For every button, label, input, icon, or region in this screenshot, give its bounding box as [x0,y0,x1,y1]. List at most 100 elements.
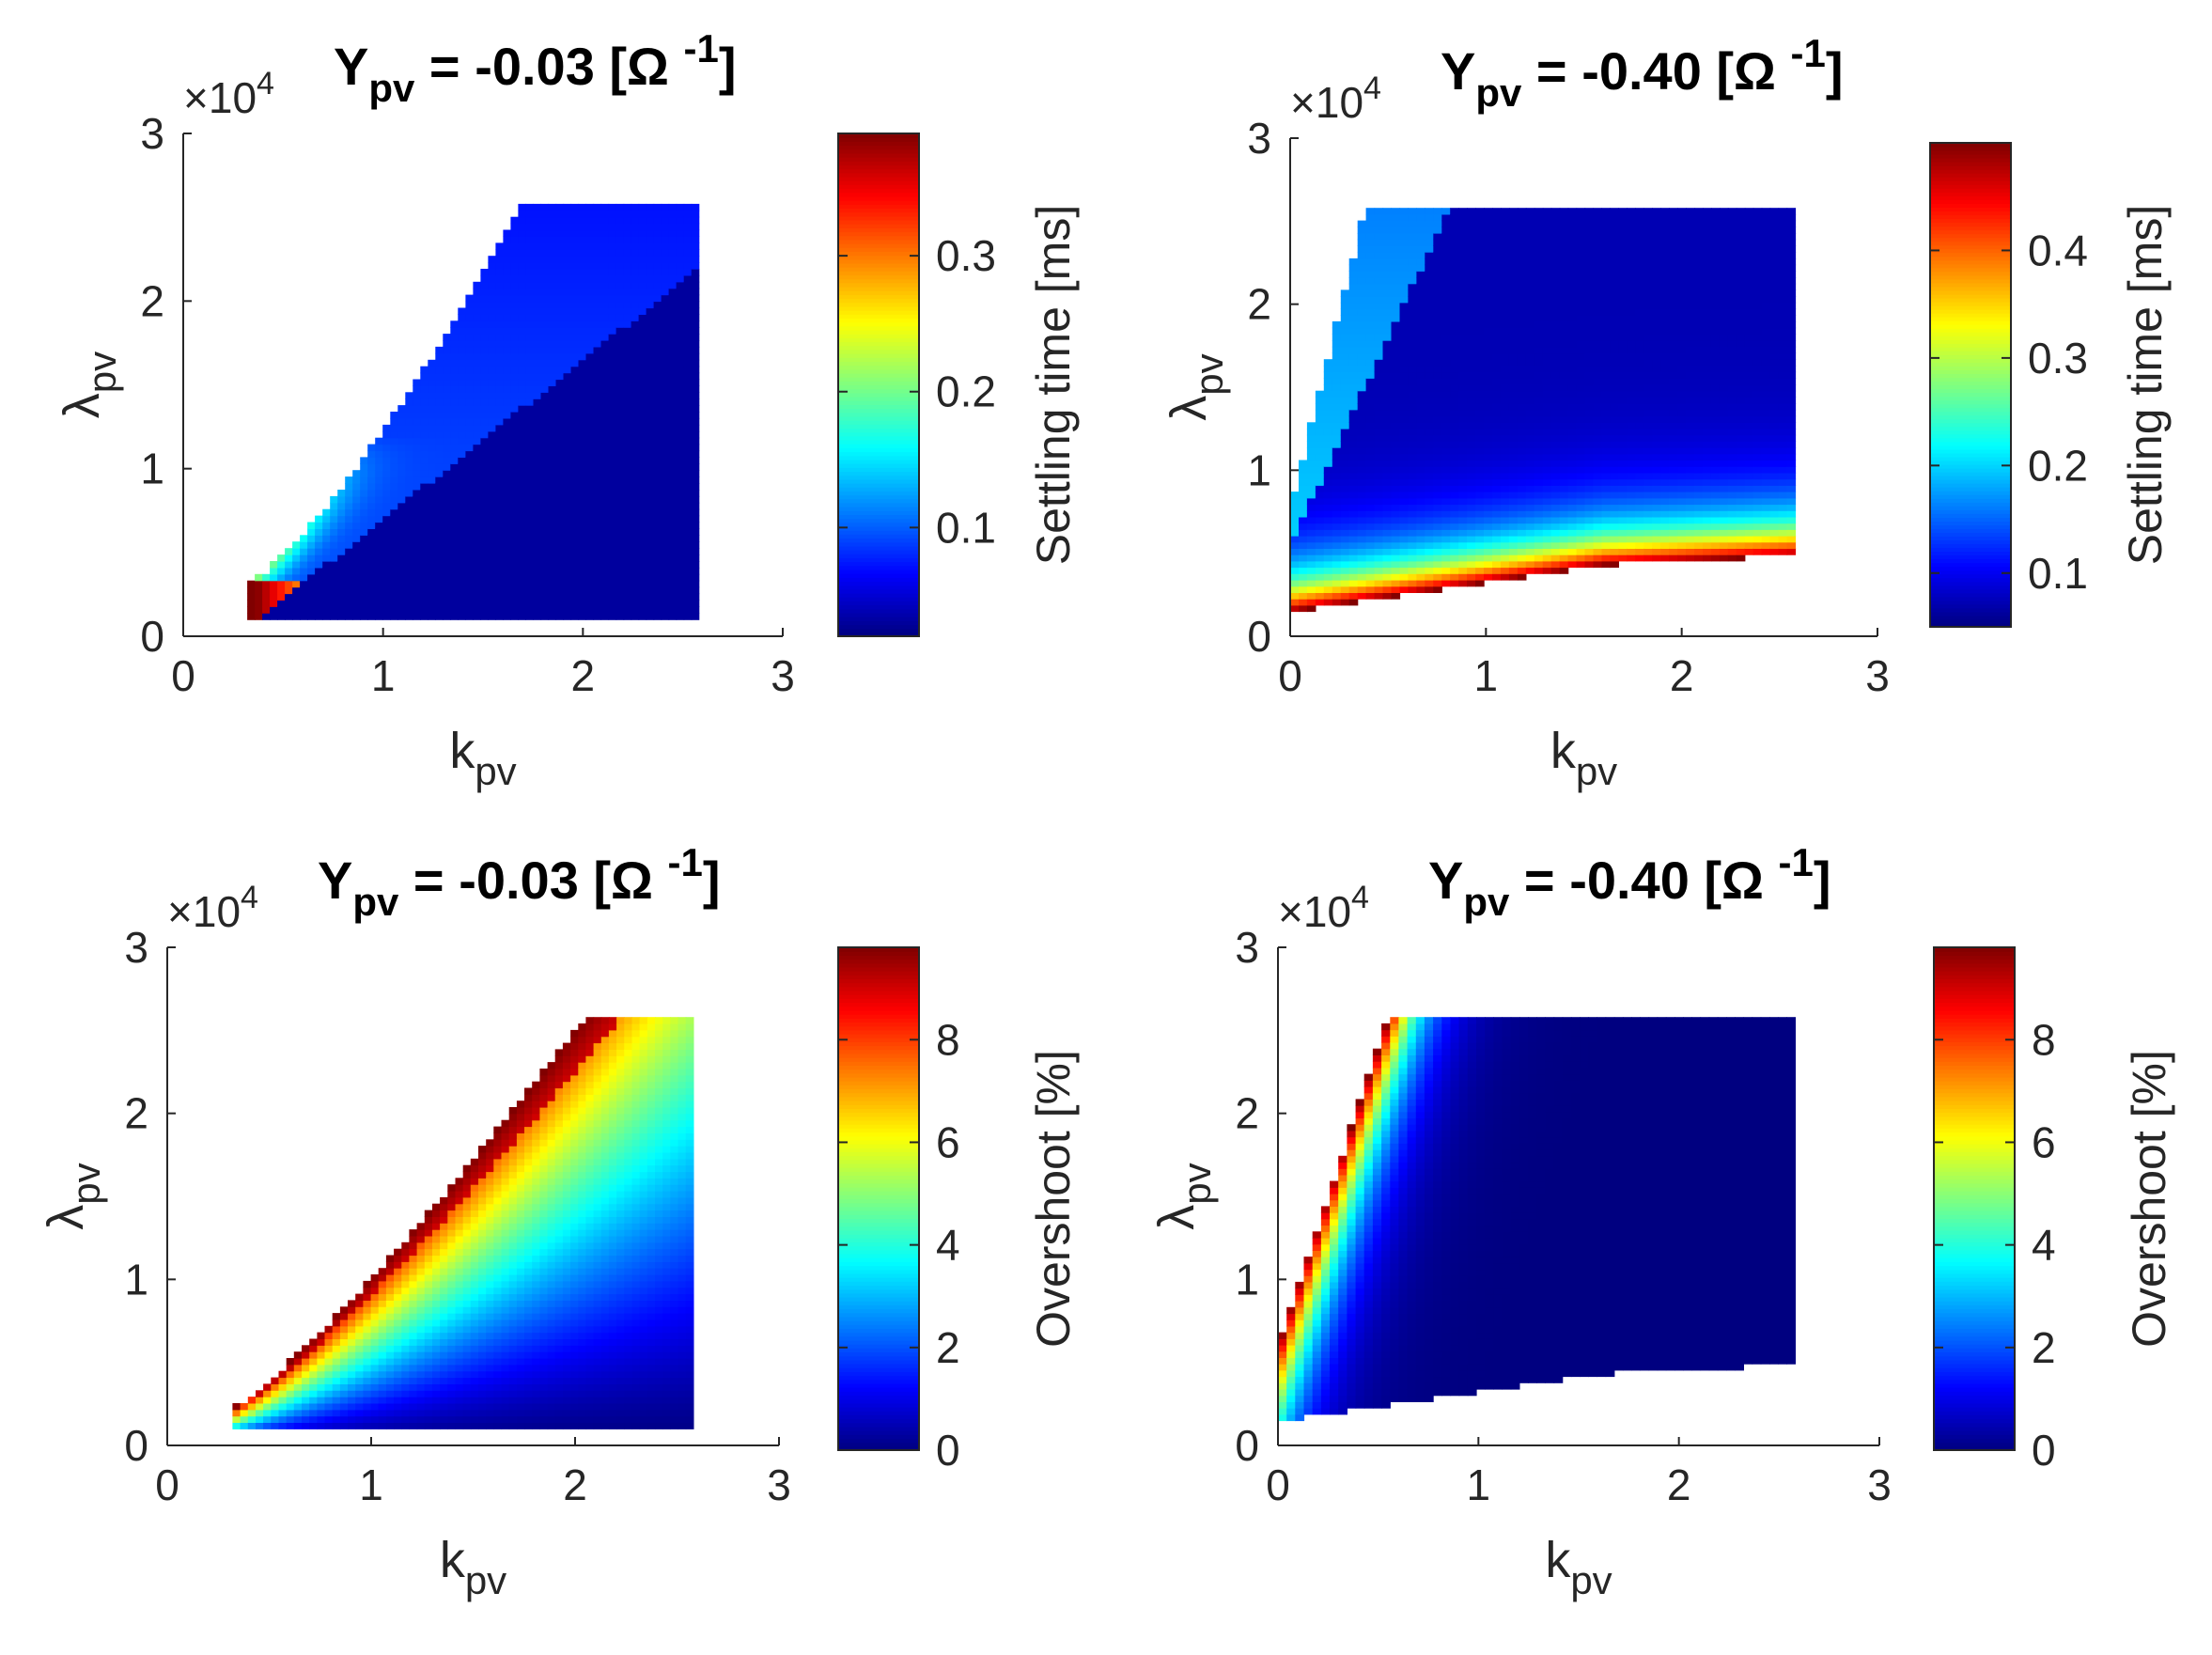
heatmap-cell [585,405,595,413]
heatmap-cell [1441,220,1451,227]
heatmap-cell [1550,460,1561,467]
heatmap-cell [1550,510,1561,518]
heatmap-cell [1534,320,1544,329]
heatmap-cell [518,437,526,445]
heatmap-cell [1525,340,1535,348]
heatmap-cell [1323,384,1333,392]
heatmap-cell [1391,371,1401,379]
heatmap-cell [563,307,572,315]
heatmap-cell [1450,320,1459,329]
heatmap-cell [525,249,534,257]
heatmap-cell [563,600,572,607]
heatmap-cell [465,398,474,406]
heatmap-cell [676,490,685,497]
heatmap-cell [540,483,550,491]
heatmap-cell [615,223,625,231]
heatmap-cell [465,508,474,517]
heatmap-cell [307,573,316,582]
heatmap-cell [676,586,685,595]
heatmap-cell [428,606,436,614]
heatmap-cell [428,417,436,426]
heatmap-cell [1332,378,1342,385]
heatmap-cell [548,294,557,303]
heatmap-cell [668,561,678,569]
heatmap-cell [1391,397,1401,404]
heatmap-cell [1382,365,1393,373]
heatmap-cell [1601,213,1612,222]
heatmap-cell [428,359,436,367]
heatmap-cell [1550,466,1561,474]
heatmap-cell [676,274,685,283]
heatmap-cell [646,392,655,399]
heatmap-cell [1567,308,1578,316]
heatmap-cell [585,346,595,354]
heatmap-cell [488,567,496,575]
heatmap-cell [1332,497,1342,506]
heatmap-cell [1475,554,1485,562]
heatmap-cell [570,573,580,582]
heatmap-cell [413,522,421,529]
heatmap-cell [646,372,655,381]
heatmap-cell [1425,422,1434,429]
heatmap-cell [1484,453,1493,461]
heatmap-cell [563,573,572,582]
heatmap-cell [1593,320,1603,329]
heatmap-cell [1501,352,1510,360]
heatmap-cell [1340,434,1350,442]
heatmap-cell [1332,466,1342,474]
heatmap-cell [578,392,587,399]
heatmap-cell [1357,472,1367,480]
heatmap-cell [661,535,670,542]
heatmap-cell [668,301,678,309]
heatmap-cell [638,269,647,276]
heatmap-cell [638,203,647,211]
heatmap-cell [1584,283,1595,290]
heatmap-cell [661,548,670,555]
heatmap-cell [555,256,565,263]
heatmap-cell [1475,560,1485,569]
heatmap-cell [1584,371,1595,379]
heatmap-cell [555,372,565,381]
heatmap-cell [555,274,565,283]
heatmap-cell [1584,258,1595,266]
heatmap-cell [262,573,271,582]
colorbar-step [838,471,919,476]
heatmap-cell [1550,208,1561,215]
heatmap-cell [375,515,383,523]
heatmap-cell [653,294,662,303]
heatmap-cell [533,463,542,471]
heatmap-cell [540,606,550,614]
heatmap-cell [563,216,572,225]
heatmap-cell [683,573,693,582]
heatmap-cell [1525,510,1535,518]
heatmap-cell [691,554,700,562]
heatmap-cell [1382,580,1393,587]
heatmap-cell [668,613,678,620]
heatmap-cell [1501,378,1510,385]
heatmap-cell [352,483,361,491]
heatmap-cell [1332,453,1342,461]
heatmap-cell [1576,504,1586,511]
heatmap-cell [585,606,595,614]
heatmap-cell [1374,397,1384,404]
heatmap-cell [533,417,542,426]
heatmap-cell [533,580,542,588]
heatmap-cell [548,463,557,471]
heatmap-cell [1484,346,1493,354]
heatmap-cell [1290,604,1300,613]
heatmap-cell [443,398,451,406]
heatmap-cell [1610,296,1619,304]
heatmap-cell [1408,466,1417,474]
heatmap-cell [1567,289,1578,297]
heatmap-cell [683,327,693,335]
heatmap-cell [1576,390,1586,398]
heatmap-cell [1534,415,1544,423]
heatmap-cell [525,515,534,523]
heatmap-cell [1467,208,1476,215]
colorbar-step [838,180,919,185]
heatmap-cell [555,392,565,399]
heatmap-cell [1357,220,1367,227]
heatmap-cell [1323,497,1333,506]
heatmap-cell [1306,573,1316,581]
heatmap-cell [503,242,511,250]
